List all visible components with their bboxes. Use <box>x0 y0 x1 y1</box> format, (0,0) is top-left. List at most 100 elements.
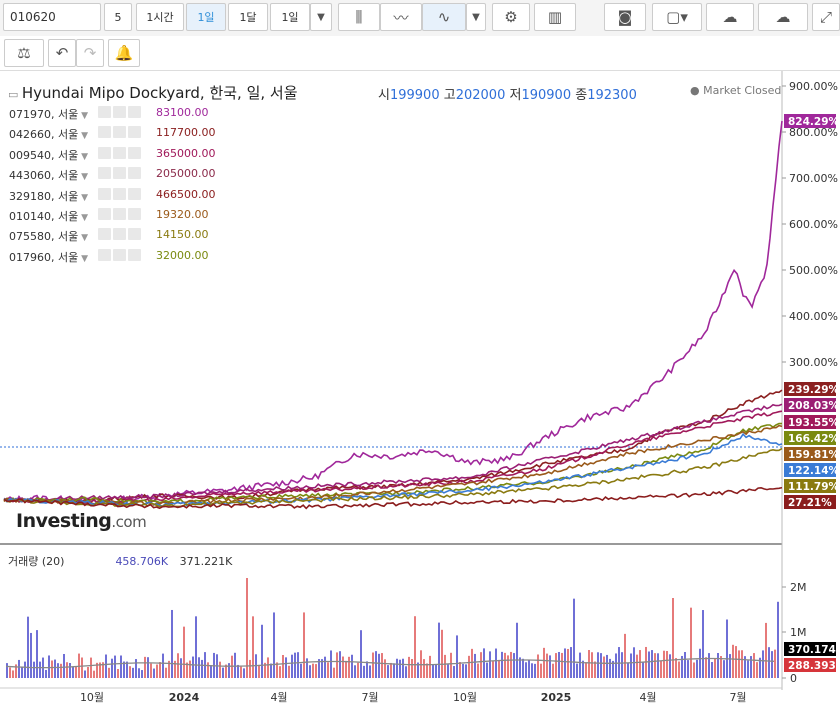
chevron-down-icon[interactable]: ▼ <box>466 3 486 31</box>
main-toolbar: 010620 5 1시간 1일 1달 1일 ▼ ⫼ 〰 ∿ ▼ ⚙ ▥ ◙ ▢▾… <box>0 0 840 37</box>
comparison-controls[interactable] <box>98 167 146 180</box>
visibility-icon[interactable] <box>98 228 111 241</box>
volume-bar <box>330 650 332 678</box>
collapse-icon[interactable]: ▭ <box>8 88 22 101</box>
volume-bar <box>114 655 116 678</box>
compare-icon[interactable]: ⚖ <box>4 39 44 67</box>
price-chart[interactable]: 900.00% 800.00% 700.00% 600.00% 500.00% 400.0… <box>0 71 840 704</box>
volume-tick-label: 1M <box>790 626 807 639</box>
gear-icon[interactable] <box>113 187 126 200</box>
chevron-down-icon[interactable]: ▼ <box>78 233 89 244</box>
volume-bar <box>558 651 560 678</box>
interval-1d-button[interactable]: 1일 <box>186 3 226 31</box>
gear-icon[interactable] <box>113 248 126 261</box>
gear-icon[interactable] <box>113 146 126 159</box>
candlestick-icon[interactable]: ⫼ <box>338 3 380 31</box>
volume-bar <box>354 665 356 678</box>
gear-icon[interactable] <box>113 126 126 139</box>
visibility-icon[interactable] <box>98 187 111 200</box>
interval-1h-button[interactable]: 1시간 <box>136 3 184 31</box>
comparison-row[interactable]: 329180, 서울 ▼ 466500.00 <box>9 187 216 204</box>
comparison-row[interactable]: 010140, 서울 ▼ 19320.00 <box>9 208 209 224</box>
gear-icon[interactable] <box>113 208 126 220</box>
gear-icon[interactable] <box>113 167 126 180</box>
area-chart-icon[interactable]: ∿ <box>422 3 466 31</box>
comparison-row[interactable]: 017960, 서울 ▼ 32000.00 <box>9 248 209 265</box>
chevron-down-icon[interactable]: ▼ <box>78 151 89 162</box>
comparison-row[interactable]: 071970, 서울 ▼ 83100.00 <box>9 106 209 122</box>
close-icon[interactable] <box>128 208 141 220</box>
volume-bar <box>297 652 299 678</box>
color-picker-icon[interactable]: ▢▾ <box>652 3 702 31</box>
interval-number[interactable]: 5 <box>104 3 132 31</box>
volume-bar <box>183 626 185 678</box>
interval-1m-button[interactable]: 1달 <box>228 3 268 31</box>
gear-icon[interactable]: ⚙ <box>492 3 530 31</box>
comparison-controls[interactable] <box>98 208 146 220</box>
visibility-icon[interactable] <box>98 208 111 220</box>
chevron-down-icon[interactable]: ▼ <box>310 3 332 31</box>
undo-icon[interactable]: ↶ <box>48 39 76 67</box>
chevron-down-icon[interactable]: ▼ <box>78 192 89 203</box>
volume-bar <box>402 658 404 678</box>
volume-bar <box>27 616 29 678</box>
cloud-upload-icon[interactable]: ☁ <box>758 3 808 31</box>
symbol-input[interactable]: 010620 <box>3 3 101 31</box>
volume-bar <box>339 651 341 678</box>
chevron-down-icon[interactable]: ▼ <box>78 172 89 183</box>
volume-bar <box>333 667 335 678</box>
visibility-icon[interactable] <box>98 106 111 118</box>
camera-icon[interactable]: ◙ <box>604 3 646 31</box>
visibility-icon[interactable] <box>98 248 111 261</box>
volume-bar <box>234 652 236 678</box>
volume-bar <box>624 633 626 678</box>
comparison-row[interactable]: 009540, 서울 ▼ 365000.00 <box>9 146 216 163</box>
close-icon[interactable] <box>128 126 141 139</box>
comparison-controls[interactable] <box>98 228 146 241</box>
chevron-down-icon[interactable]: ▼ <box>78 111 89 121</box>
comparison-controls[interactable] <box>98 126 146 139</box>
visibility-icon[interactable] <box>98 167 111 180</box>
volume-bar <box>774 649 776 678</box>
close-icon[interactable] <box>128 187 141 200</box>
volume-bar <box>165 667 167 678</box>
chevron-down-icon[interactable]: ▼ <box>78 213 89 223</box>
close-icon[interactable] <box>128 146 141 159</box>
volume-bar <box>552 663 554 678</box>
comparison-value: 19320.00 <box>156 208 209 221</box>
high-value: 202000 <box>455 88 506 103</box>
chevron-down-icon[interactable]: ▼ <box>78 253 89 264</box>
line-chart-icon[interactable]: 〰 <box>380 3 422 31</box>
comparison-controls[interactable] <box>98 187 146 200</box>
visibility-icon[interactable] <box>98 146 111 159</box>
visibility-icon[interactable] <box>98 126 111 139</box>
volume-bar <box>741 650 743 678</box>
comparison-controls[interactable] <box>98 106 146 118</box>
volume-header: 거래량 (20) 458.706K 371.221K <box>8 553 232 569</box>
volume-bar <box>477 663 479 678</box>
comparison-value: 83100.00 <box>156 106 209 119</box>
comparison-controls[interactable] <box>98 146 146 159</box>
end-label: 122.14% <box>788 465 840 477</box>
interval-select[interactable]: 1일 <box>270 3 310 31</box>
close-icon[interactable] <box>128 248 141 261</box>
comparison-controls[interactable] <box>98 248 146 261</box>
volume-bar <box>714 658 716 678</box>
close-icon[interactable] <box>128 106 141 118</box>
close-icon[interactable] <box>128 228 141 241</box>
close-icon[interactable] <box>128 167 141 180</box>
gear-icon[interactable] <box>113 106 126 118</box>
fullscreen-icon[interactable]: ⤢ <box>812 3 840 31</box>
gear-icon[interactable] <box>113 228 126 241</box>
alert-add-icon[interactable]: 🔔 <box>108 39 140 67</box>
comparison-row[interactable]: 075580, 서울 ▼ 14150.00 <box>9 228 209 244</box>
chevron-down-icon[interactable]: ▼ <box>78 131 89 142</box>
redo-icon[interactable]: ↷ <box>76 39 104 67</box>
comparison-row[interactable]: 042660, 서울 ▼ 117700.00 <box>9 126 216 142</box>
indicators-icon[interactable]: ▥ <box>534 3 576 31</box>
volume-bar <box>162 653 164 678</box>
cloud-download-icon[interactable]: ☁ <box>706 3 754 31</box>
end-label: 239.29% <box>788 384 840 396</box>
volume-bar <box>390 662 392 678</box>
comparison-row[interactable]: 443060, 서울 ▼ 205000.00 <box>9 167 216 183</box>
